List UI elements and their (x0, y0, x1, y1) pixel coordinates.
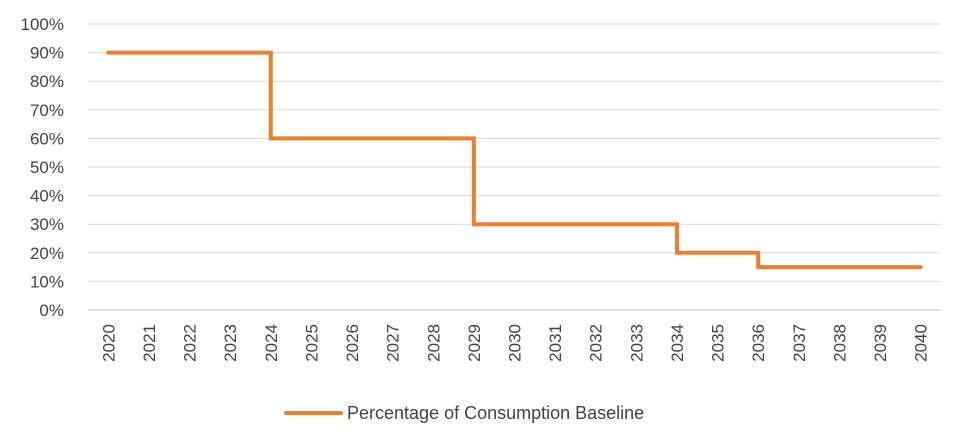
x-tick-label-2020: 2020 (99, 324, 118, 362)
x-tick-label-2023: 2023 (221, 324, 240, 362)
x-tick-label-2030: 2030 (506, 324, 525, 362)
x-tick-label-2024: 2024 (262, 324, 281, 362)
y-axis-tick-labels: 0% 10% 20% 30% 40% 50% 60% 70% 80% 90% 100% (21, 15, 64, 320)
legend: Percentage of Consumption Baseline (284, 403, 644, 423)
x-tick-label-2031: 2031 (546, 324, 565, 362)
x-axis-tick-labels: 2020 2021 2022 2023 2024 2025 2026 2027 2028 2029… (99, 324, 930, 362)
x-tick-label-2039: 2039 (871, 324, 890, 362)
x-tick-label-2035: 2035 (709, 324, 728, 362)
x-tick-label-2027: 2027 (384, 324, 403, 362)
x-tick-label-2032: 2032 (587, 324, 606, 362)
x-tick-label-2025: 2025 (302, 324, 321, 362)
x-tick-label-2037: 2037 (790, 324, 809, 362)
x-tick-label-2034: 2034 (668, 324, 687, 362)
x-tick-label-2026: 2026 (343, 324, 362, 362)
y-tick-label-90: 90% (30, 44, 64, 63)
grid-lines (88, 23, 941, 311)
x-tick-label-2040: 2040 (912, 324, 931, 362)
x-tick-label-2028: 2028 (424, 324, 443, 362)
y-tick-label-0: 0% (39, 301, 64, 320)
y-tick-label-80: 80% (30, 72, 64, 91)
y-tick-label-60: 60% (30, 129, 64, 148)
x-tick-label-2021: 2021 (140, 324, 159, 362)
y-tick-label-70: 70% (30, 101, 64, 120)
series-line-0 (106, 50, 923, 270)
y-tick-label-40: 40% (30, 187, 64, 206)
x-tick-label-2022: 2022 (181, 324, 200, 362)
x-tick-label-2038: 2038 (830, 324, 849, 362)
x-tick-label-2036: 2036 (749, 324, 768, 362)
y-tick-label-10: 10% (30, 272, 64, 291)
legend-label: Percentage of Consumption Baseline (347, 403, 644, 423)
x-tick-label-2029: 2029 (465, 324, 484, 362)
y-tick-label-50: 50% (30, 158, 64, 177)
y-tick-label-20: 20% (30, 244, 64, 263)
x-tick-label-2033: 2033 (627, 324, 646, 362)
y-tick-label-100: 100% (21, 15, 64, 34)
series-group (106, 50, 923, 270)
y-tick-label-30: 30% (30, 215, 64, 234)
